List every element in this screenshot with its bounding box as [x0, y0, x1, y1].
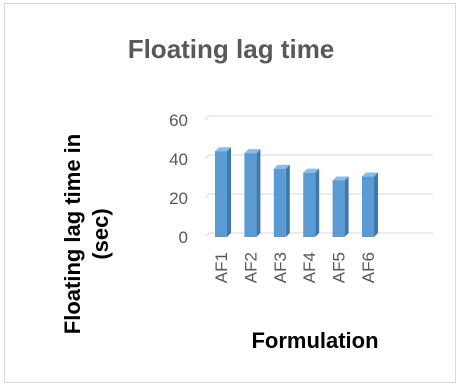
bar-top — [244, 149, 261, 154]
bar-chart: Floating lag time Floating lag time in (… — [60, 34, 433, 353]
bar-side — [285, 164, 290, 237]
x-axis-title: Formulation — [251, 328, 378, 353]
bar-top — [332, 176, 349, 181]
bar-af2 — [244, 149, 261, 237]
bar-af3 — [273, 164, 290, 237]
bars — [215, 147, 378, 237]
bar-side — [315, 168, 320, 237]
gridline-diagonal — [204, 193, 210, 199]
x-tick-label: AF1 — [212, 252, 231, 283]
bar-af4 — [303, 168, 320, 237]
bar — [332, 180, 345, 237]
y-tick-label: 20 — [169, 189, 188, 208]
bar — [273, 168, 286, 237]
bar — [303, 172, 316, 237]
y-tick-label: 60 — [169, 111, 188, 130]
bar-top — [303, 168, 320, 173]
y-tick-label: 0 — [179, 228, 188, 247]
bar-top — [362, 172, 378, 177]
x-tick-label: AF5 — [330, 252, 349, 283]
bar-top — [273, 164, 290, 169]
x-tick-label: AF6 — [359, 252, 378, 283]
y-axis-title-line-1: Floating lag time in — [60, 134, 85, 334]
bar — [362, 176, 374, 237]
x-tick-label: AF3 — [271, 252, 290, 283]
bar — [244, 153, 257, 237]
x-axis-ticks: AF1 AF2 AF3 AF4 AF5 AF6 — [212, 252, 378, 283]
y-axis-ticks: 0 20 40 60 — [169, 111, 188, 247]
chart-title: Floating lag time — [128, 34, 335, 64]
bar-top — [215, 147, 231, 152]
bar-side — [344, 176, 349, 237]
bar — [215, 151, 227, 237]
bar-af5 — [332, 176, 349, 237]
gridline-diagonal — [204, 232, 210, 238]
y-axis-title: Floating lag time in (sec) — [60, 134, 113, 334]
chart-frame: Floating lag time Floating lag time in (… — [4, 3, 456, 383]
y-axis-title-line-2: (sec) — [88, 208, 113, 259]
gridline-diagonal — [204, 154, 210, 160]
gridline-diagonal — [204, 115, 210, 121]
y-tick-label: 40 — [169, 150, 188, 169]
bar-af1 — [215, 147, 231, 237]
x-tick-label: AF4 — [300, 252, 319, 283]
bar-side — [227, 147, 231, 237]
bar-af6 — [362, 172, 378, 237]
x-tick-label: AF2 — [241, 252, 260, 283]
bar-side — [374, 172, 378, 237]
bar-side — [256, 149, 261, 237]
